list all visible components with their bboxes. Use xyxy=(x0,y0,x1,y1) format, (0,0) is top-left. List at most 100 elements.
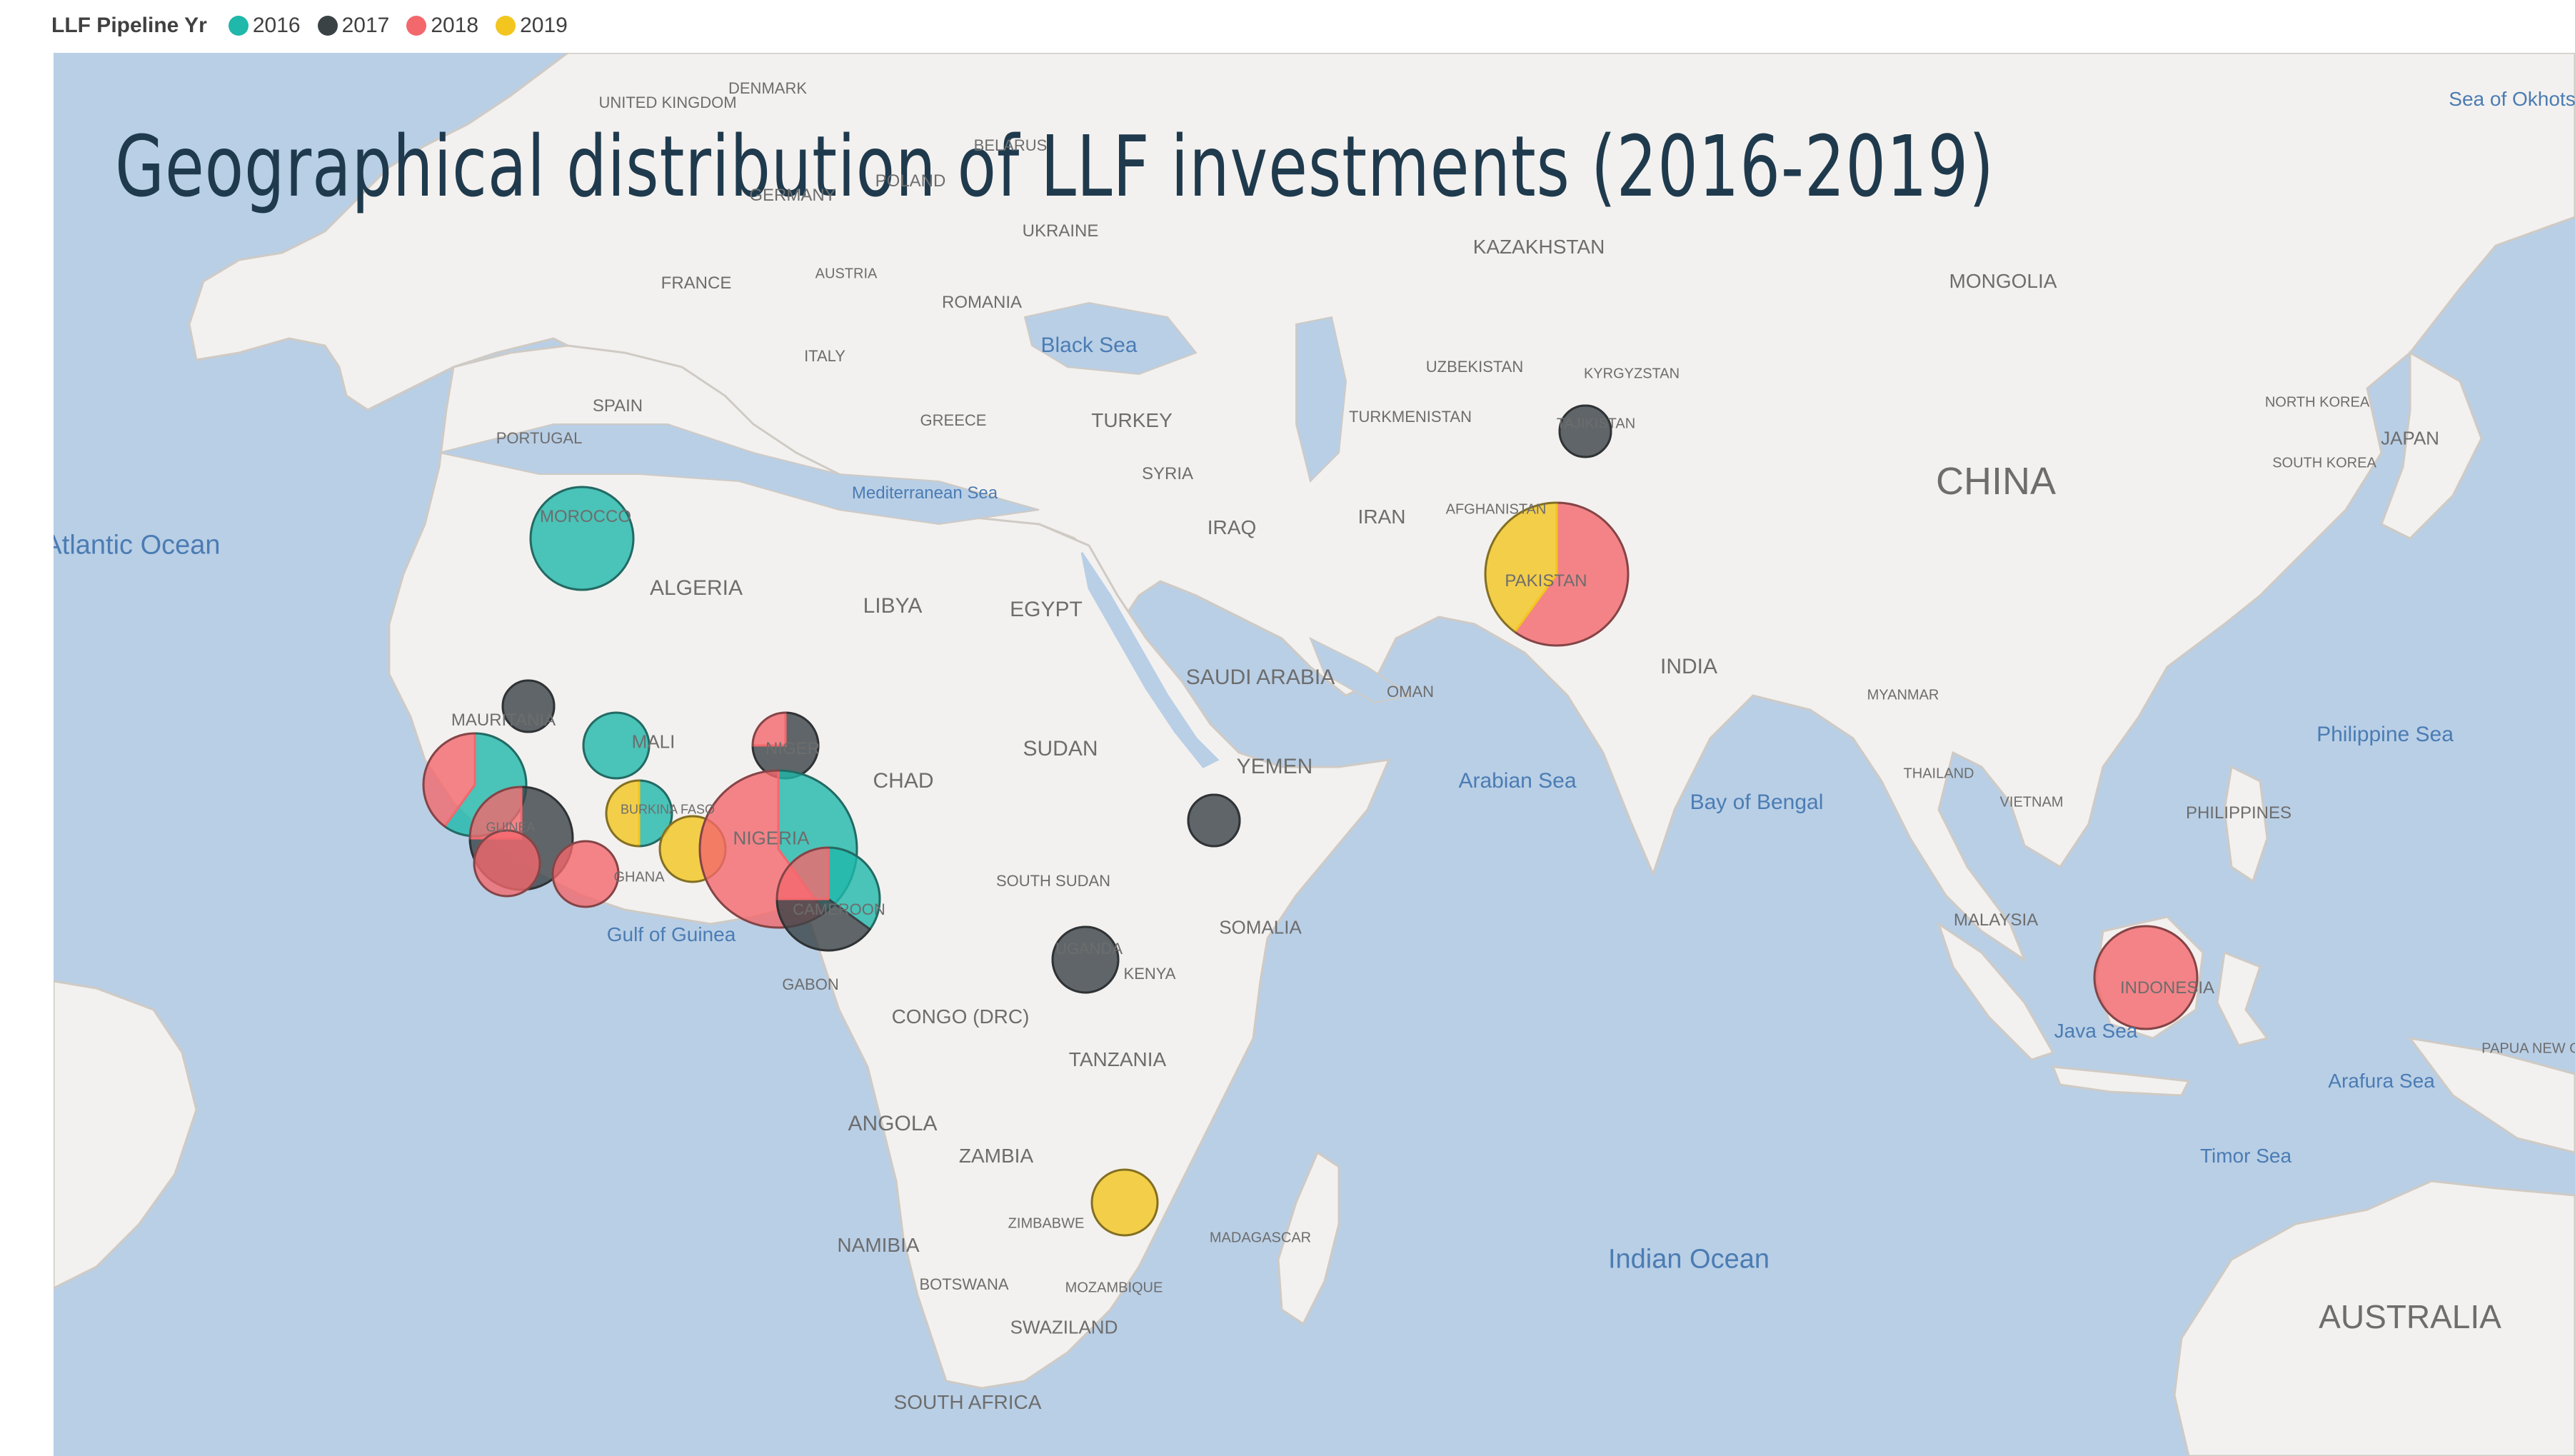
country-label-tajikistan: TAJIKISTAN xyxy=(1556,416,1636,432)
legend-item-2016[interactable]: 2016 xyxy=(228,14,301,38)
legend-item-2017[interactable]: 2017 xyxy=(317,14,390,38)
map-canvas[interactable]: Geographical distribution of LLF investm… xyxy=(54,53,2575,1456)
country-label-mozambique: MOZAMBIQUE xyxy=(1065,1280,1163,1296)
country-label-philippines: PHILIPPINES xyxy=(2185,803,2292,823)
bubble-mauritania[interactable] xyxy=(501,679,556,733)
country-label-south-sudan: SOUTH SUDAN xyxy=(995,872,1111,890)
country-label-kyrgyzstan: KYRGYZSTAN xyxy=(1583,366,1680,382)
legend-item-2019[interactable]: 2019 xyxy=(496,14,568,38)
bubble-tajikistan[interactable] xyxy=(1558,404,1612,458)
bubble-morocco[interactable] xyxy=(529,486,635,591)
country-label-india: INDIA xyxy=(1660,655,1718,678)
country-label-poland: POLAND xyxy=(875,171,946,191)
country-label-turkmenistan: TURKMENISTAN xyxy=(1349,408,1472,426)
inland-seas xyxy=(438,301,1412,704)
bubble-sierra-leone[interactable] xyxy=(473,829,541,898)
country-label-ghana: GHANA xyxy=(613,869,665,885)
persian-gulf xyxy=(1309,636,1412,704)
sea-label-mediterranean-sea: Mediterranean Sea xyxy=(851,483,998,503)
bubble-burkina-faso[interactable] xyxy=(605,779,673,848)
legend-label-2019: 2019 xyxy=(520,14,568,37)
country-label-kenya: KENYA xyxy=(1123,965,1176,983)
country-label-thailand: THAILAND xyxy=(1903,765,1974,782)
bubble-malawi[interactable] xyxy=(1090,1168,1159,1237)
country-label-sudan: SUDAN xyxy=(1023,737,1098,760)
bubble-outline xyxy=(1051,925,1120,994)
country-label-mali: MALI xyxy=(631,730,676,753)
sea-label-indian-ocean: Indian Ocean xyxy=(1607,1244,1770,1275)
bubble-outline xyxy=(1558,404,1612,458)
bubble-outline xyxy=(698,769,858,929)
country-label-madagascar: MADAGASCAR xyxy=(1209,1230,1312,1246)
country-label-united-kingdom: UNITED KINGDOM xyxy=(598,94,737,111)
bubble-outline xyxy=(529,486,635,591)
sea-label-java-sea: Java Sea xyxy=(2054,1020,2138,1042)
country-label-uganda: UGANDA xyxy=(1055,940,1123,958)
map-legend: LLF Pipeline Yr 2016 2017 2018 2019 xyxy=(51,6,575,46)
sea-label-bay-of-bengal: Bay of Bengal xyxy=(1690,790,1824,814)
sea-label-arabian-sea: Arabian Sea xyxy=(1458,769,1577,793)
map-title: Geographical distribution of LLF investm… xyxy=(115,117,1994,216)
bubble-ethiopia[interactable] xyxy=(1187,793,1241,848)
country-label-libya: LIBYA xyxy=(863,594,923,618)
country-label-egypt: EGYPT xyxy=(1010,598,1083,621)
bubble-outline xyxy=(605,779,673,848)
mediterranean-sea xyxy=(438,423,1040,526)
country-label-guinea: GUINEA xyxy=(486,820,536,835)
country-label-oman: OMAN xyxy=(1387,683,1434,701)
country-label-iraq: IRAQ xyxy=(1207,516,1257,538)
sumatra-landmass xyxy=(1937,921,2055,1061)
bubble-liberia[interactable] xyxy=(551,840,620,908)
country-label-germany: GERMANY xyxy=(749,186,836,205)
country-label-vietnam: VIETNAM xyxy=(1999,794,2064,810)
bubble-outline xyxy=(1187,793,1241,848)
country-label-niger: NIGER xyxy=(765,739,820,758)
country-label-zimbabwe: ZIMBABWE xyxy=(1008,1215,1085,1232)
bubble-indonesia[interactable] xyxy=(2093,925,2199,1030)
bubble-outline xyxy=(582,711,651,780)
country-label-burkina-faso: BURKINA FASO xyxy=(620,802,716,817)
country-label-belarus: BELARUS xyxy=(973,136,1048,154)
country-label-north-korea: NORTH KOREA xyxy=(2264,394,2370,411)
bubble-cameroon[interactable] xyxy=(775,846,881,952)
country-label-syria: SYRIA xyxy=(1141,464,1194,483)
bubble-uganda[interactable] xyxy=(1051,925,1120,994)
sea-label-philippine-sea: Philippine Sea xyxy=(2317,723,2454,746)
country-label-denmark: DENMARK xyxy=(728,79,808,97)
country-label-spain: SPAIN xyxy=(592,396,643,416)
country-label-italy: ITALY xyxy=(804,347,845,365)
sea-label-black-sea: Black Sea xyxy=(1040,333,1138,357)
new-guinea-landmass xyxy=(2407,1036,2575,1154)
investment-bubbles[interactable] xyxy=(422,404,2199,1237)
country-label-zambia: ZAMBIA xyxy=(958,1145,1034,1167)
country-label-papua-new-guinea: PAPUA NEW GUINEA xyxy=(2481,1040,2575,1057)
country-label-france: FRANCE xyxy=(661,273,732,293)
bubble-pakistan[interactable] xyxy=(1484,501,1630,647)
legend-title: LLF Pipeline Yr xyxy=(51,14,207,37)
south-america-landmass xyxy=(54,980,198,1290)
country-label-indonesia: INDONESIA xyxy=(2119,978,2215,998)
country-label-turkey: TURKEY xyxy=(1091,409,1173,431)
legend-swatch-2019 xyxy=(496,16,516,36)
country-label-ukraine: UKRAINE xyxy=(1022,221,1099,241)
country-label-greece: GREECE xyxy=(920,411,987,429)
country-label-saudi-arabia: SAUDI ARABIA xyxy=(1185,666,1335,689)
country-label-south-africa: SOUTH AFRICA xyxy=(893,1391,1042,1413)
country-label-south-korea: SOUTH KOREA xyxy=(2272,455,2376,471)
sea-label-arafura-sea: Arafura Sea xyxy=(2328,1070,2435,1092)
landmasses xyxy=(54,53,2575,1456)
sulawesi-landmass xyxy=(2216,950,2269,1047)
red-sea xyxy=(1080,552,1220,768)
legend-label-2016: 2016 xyxy=(252,14,301,37)
country-label-afghanistan: AFGHANISTAN xyxy=(1445,501,1547,518)
bubble-outline xyxy=(1090,1168,1159,1237)
legend-item-2018[interactable]: 2018 xyxy=(406,14,478,38)
country-label-algeria: ALGERIA xyxy=(649,576,743,600)
sea-label-sea-of-okhotsk: Sea of Okhotsk xyxy=(2449,88,2575,110)
bubble-mali[interactable] xyxy=(582,711,651,780)
madagascar-landmass xyxy=(1277,1150,1340,1326)
country-label-mauritania: MAURITANIA xyxy=(451,711,556,730)
country-label-swaziland: SWAZILAND xyxy=(1010,1316,1118,1338)
legend-label-2017: 2017 xyxy=(341,14,390,37)
bubble-outline xyxy=(473,829,541,898)
